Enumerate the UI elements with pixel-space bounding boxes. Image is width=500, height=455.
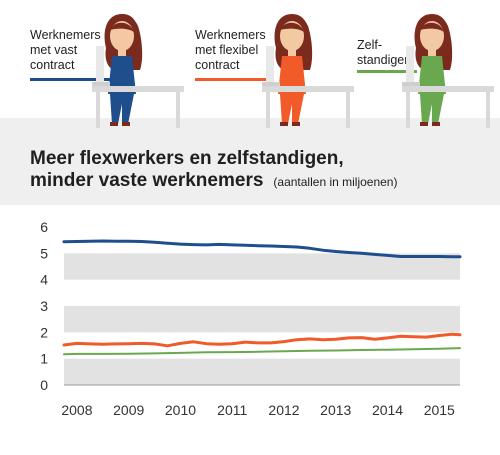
x-tick-label: 2013 [320,402,351,418]
series-line-zelfstandigen [63,347,461,356]
y-tick-label: 1 [40,351,48,367]
y-tick-label: 6 [40,219,48,235]
legend-line-zelfstandigen [357,70,417,73]
x-tick-label: 2012 [268,402,299,418]
legend-line-vast [30,78,110,81]
grid-band [64,358,460,385]
x-tick-label: 2015 [424,402,455,418]
legend-line-flexibel [195,78,270,81]
woman-at-desk-vast-illustration [92,14,184,128]
series-line-vast [62,239,462,259]
legend-label-flexibel: Werknemers met flexibel contract [195,28,266,72]
x-tick-label: 2008 [61,402,92,418]
x-tick-label: 2010 [165,402,196,418]
y-tick-label: 4 [40,272,48,288]
line-chart: 0 1 2 3 4 5 6 2008 2009 2010 2011 2012 2013 2014 2015 [0,205,500,455]
chart-title-line1: Meer flexwerkers en zelfstandigen, [30,148,344,169]
chart-title: Meer flexwerkers en zelfstandigen, minde… [30,148,490,193]
legend-label-zelfstandigen: Zelf- standigen [357,38,412,67]
chart-title-line2-text: minder vaste werknemers [30,170,264,191]
x-tick-label: 2011 [217,402,247,418]
grid-band [64,306,460,333]
x-tick-label: 2014 [372,402,403,418]
grid-band [64,253,460,280]
x-tick-label: 2009 [113,402,144,418]
y-tick-label: 0 [40,377,48,393]
y-tick-label: 3 [40,298,48,314]
woman-at-desk-zelfstandigen-illustration [402,14,494,128]
woman-at-desk-flexibel-illustration [262,14,354,128]
chart-subtitle: (aantallen in miljoenen) [273,175,398,189]
series-line-flexibel [62,332,462,348]
legend-label-vast: Werknemers met vast contract [30,28,101,72]
y-tick-label: 5 [40,245,48,261]
chart-title-line2: minder vaste werknemers (aantallen in mil… [30,170,490,193]
y-tick-label: 2 [40,324,48,340]
